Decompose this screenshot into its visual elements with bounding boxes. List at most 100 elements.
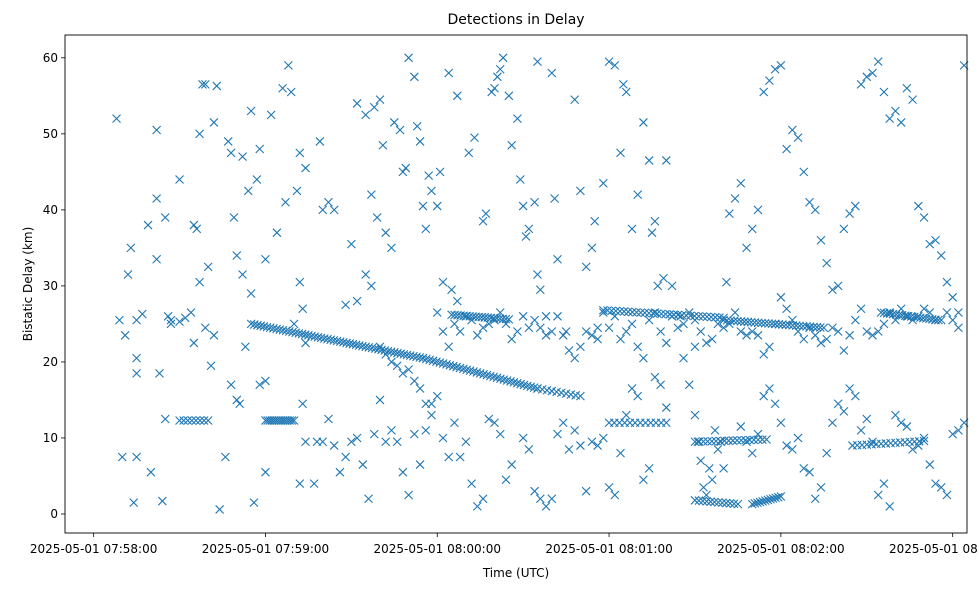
data-point [719, 315, 728, 325]
data-point [398, 368, 408, 378]
data-point [833, 327, 843, 336]
data-point [570, 425, 580, 435]
data-point [925, 239, 935, 249]
data-point [730, 194, 740, 203]
data-point [736, 178, 746, 188]
data-point [450, 319, 459, 329]
data-point [364, 494, 373, 504]
data-point [530, 197, 540, 207]
data-point [611, 306, 621, 316]
data-point [447, 285, 456, 295]
data-point [702, 338, 711, 348]
data-point [467, 479, 477, 488]
data-point [667, 281, 677, 291]
data-point [793, 327, 803, 336]
data-point [553, 254, 562, 264]
data-point [721, 498, 731, 508]
data-point [504, 91, 514, 101]
data-point [784, 320, 794, 330]
data-point [526, 382, 536, 392]
data-point [243, 186, 253, 196]
data-point [550, 194, 560, 203]
data-point [793, 433, 803, 443]
data-point [768, 494, 778, 503]
data-point [229, 213, 239, 222]
data-point [856, 304, 866, 314]
data-point [659, 273, 668, 283]
data-point [450, 418, 459, 428]
data-point [693, 437, 703, 447]
data-point [472, 330, 482, 340]
data-point [191, 416, 201, 425]
data-point [547, 327, 557, 336]
data-point [576, 186, 585, 196]
data-point [767, 319, 777, 329]
data-point [598, 308, 608, 317]
data-point [475, 368, 485, 378]
data-point [283, 416, 292, 425]
data-point [627, 307, 637, 317]
plot-frame [64, 34, 968, 534]
data-point [619, 307, 629, 316]
data-point [455, 452, 465, 462]
data-point [707, 334, 717, 344]
data-point [758, 496, 768, 506]
data-point [896, 304, 906, 314]
data-point [902, 311, 912, 321]
data-point [618, 80, 628, 89]
data-point [639, 475, 648, 485]
x-tick-label: 2025-05-01 08:03:00 [889, 542, 979, 556]
data-point [490, 83, 499, 93]
data-point [791, 321, 801, 331]
data-point [120, 330, 130, 340]
data-point [703, 436, 712, 446]
data-point [868, 68, 877, 78]
data-point [261, 254, 270, 264]
data-point [856, 80, 866, 89]
data-point [223, 137, 233, 146]
data-point [126, 243, 136, 253]
data-point [690, 437, 700, 447]
data-point [324, 414, 333, 424]
data-point [636, 308, 646, 317]
data-point [706, 312, 716, 322]
data-point [387, 357, 396, 367]
data-point [581, 262, 591, 272]
data-point [644, 463, 654, 473]
data-point [724, 436, 734, 446]
data-point [787, 444, 797, 454]
data-point [115, 315, 124, 325]
data-point [175, 416, 184, 425]
data-point [710, 425, 720, 435]
data-point [747, 448, 757, 458]
data-point [490, 418, 499, 428]
data-point [398, 467, 408, 477]
data-point [448, 361, 458, 371]
data-point [232, 395, 242, 405]
data-point [504, 314, 514, 324]
data-point [398, 167, 408, 177]
y-axis-label: Bistatic Delay (km) [21, 227, 35, 342]
data-point [805, 323, 814, 333]
data-point [799, 167, 809, 177]
data-point [428, 356, 438, 366]
data-point [729, 499, 739, 509]
data-point [346, 239, 356, 249]
data-point [295, 148, 305, 158]
data-point [633, 342, 643, 352]
data-point [132, 368, 141, 378]
data-point [285, 416, 295, 425]
data-point [610, 61, 620, 70]
data-point [679, 319, 688, 329]
data-point [702, 490, 711, 500]
data-point [341, 300, 351, 310]
data-point [868, 437, 877, 447]
data-point [533, 57, 542, 66]
data-point [564, 346, 574, 355]
data-point [661, 338, 671, 348]
data-point [750, 499, 760, 508]
data-point [404, 490, 414, 500]
data-point [183, 416, 193, 425]
data-point [432, 391, 442, 401]
